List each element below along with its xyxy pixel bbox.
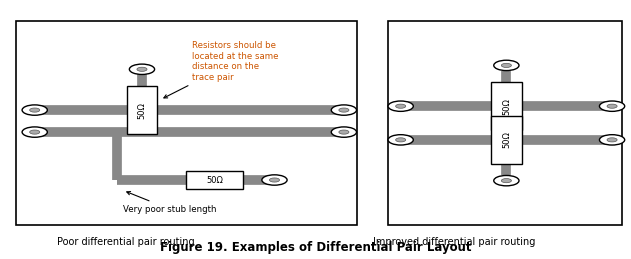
Circle shape xyxy=(388,135,413,145)
FancyBboxPatch shape xyxy=(16,21,357,225)
Text: 50Ω: 50Ω xyxy=(502,131,511,148)
Circle shape xyxy=(388,101,413,111)
Circle shape xyxy=(331,127,357,137)
FancyBboxPatch shape xyxy=(491,82,522,130)
Circle shape xyxy=(607,138,617,142)
Text: Figure 19. Examples of Differential Pair Layout: Figure 19. Examples of Differential Pair… xyxy=(160,241,471,254)
Circle shape xyxy=(396,138,406,142)
Circle shape xyxy=(339,108,349,112)
Circle shape xyxy=(22,105,47,115)
Circle shape xyxy=(137,67,147,71)
Circle shape xyxy=(599,101,625,111)
Text: Very poor stub length: Very poor stub length xyxy=(123,192,216,214)
Circle shape xyxy=(493,176,519,186)
Text: 50Ω: 50Ω xyxy=(502,98,511,115)
Text: 50Ω: 50Ω xyxy=(138,102,146,119)
Circle shape xyxy=(129,64,155,75)
Text: Poor differential pair routing: Poor differential pair routing xyxy=(57,237,195,247)
Circle shape xyxy=(30,108,40,112)
Circle shape xyxy=(501,179,512,183)
Circle shape xyxy=(599,135,625,145)
FancyBboxPatch shape xyxy=(388,21,622,225)
Circle shape xyxy=(269,178,280,182)
Circle shape xyxy=(30,130,40,134)
FancyBboxPatch shape xyxy=(186,171,243,189)
Text: Resistors should be
located at the same
distance on the
trace pair: Resistors should be located at the same … xyxy=(164,41,279,98)
Circle shape xyxy=(331,105,357,115)
Circle shape xyxy=(22,127,47,137)
FancyBboxPatch shape xyxy=(127,86,157,134)
Circle shape xyxy=(501,63,512,67)
FancyBboxPatch shape xyxy=(491,116,522,164)
Circle shape xyxy=(607,104,617,108)
Circle shape xyxy=(396,104,406,108)
Circle shape xyxy=(262,175,287,185)
Text: Improved differential pair routing: Improved differential pair routing xyxy=(373,237,536,247)
Text: 50Ω: 50Ω xyxy=(206,176,223,184)
Circle shape xyxy=(493,60,519,70)
Circle shape xyxy=(339,130,349,134)
